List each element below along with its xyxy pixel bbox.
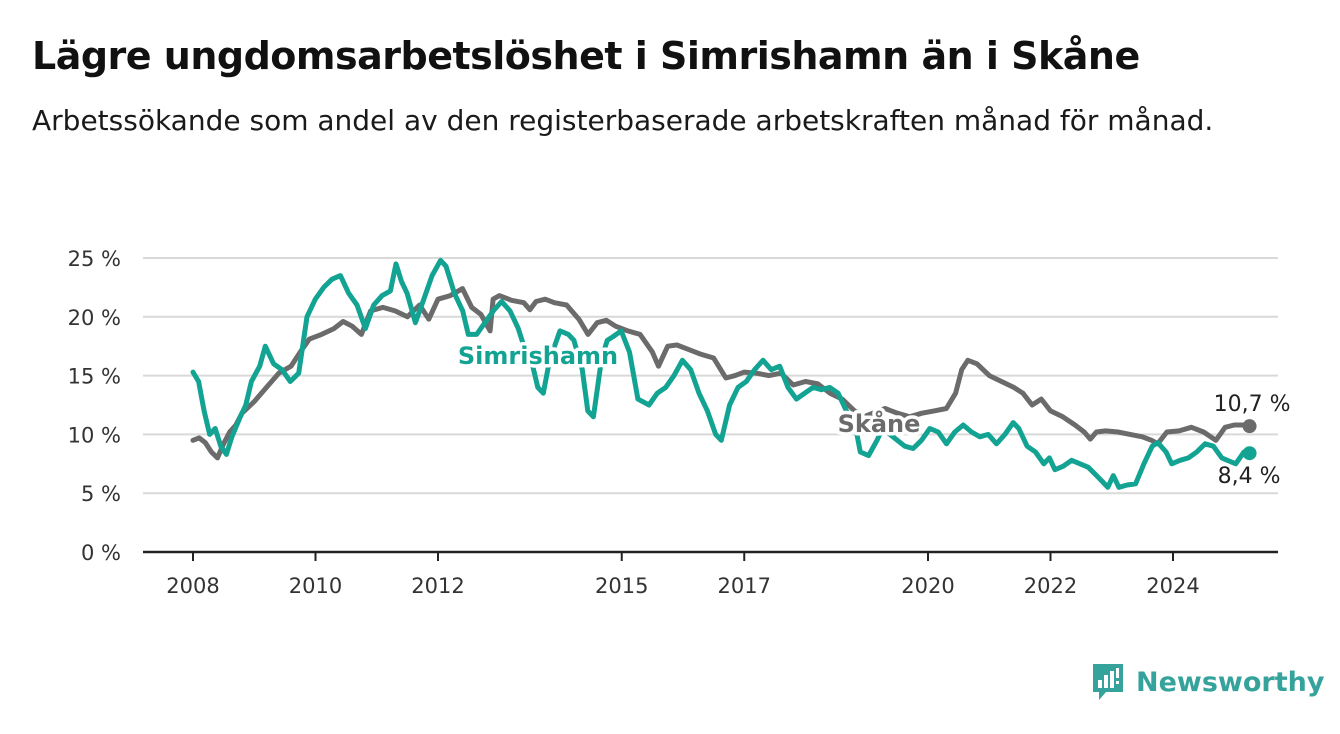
newsworthy-logo: Newsworthy <box>1090 660 1324 704</box>
chart-title: Lägre ungdomsarbetslöshet i Simrishamn ä… <box>32 34 1140 78</box>
y-tick-label: 5 % <box>81 482 121 506</box>
x-axis-ticks: 2008 2010 2012 2015 2017 2020 2022 2024 <box>166 552 1200 598</box>
y-tick-label: 25 % <box>68 247 121 271</box>
y-axis-ticks: 0 % 5 % 10 % 15 % 20 % 25 % <box>68 247 121 565</box>
x-tick-label: 2012 <box>411 574 464 598</box>
series-line-skane <box>190 286 1253 461</box>
chart-subtitle: Arbetssökande som andel av den registerb… <box>32 104 1214 137</box>
x-tick-label: 2022 <box>1024 574 1077 598</box>
x-tick-label: 2008 <box>166 574 219 598</box>
y-tick-label: 0 % <box>81 541 121 565</box>
x-tick-label: 2020 <box>901 574 954 598</box>
y-tick-label: 15 % <box>68 365 121 389</box>
y-tick-label: 20 % <box>68 306 121 330</box>
series-labels: Simrishamn Skåne 10,7 % 8,4 % <box>454 339 1294 493</box>
end-value-simrishamn: 8,4 % <box>1218 464 1281 489</box>
series-label-skane: Skåne <box>838 409 921 438</box>
grid-lines <box>143 257 1278 554</box>
x-tick-label: 2010 <box>289 574 342 598</box>
series-line-simrishamn <box>190 257 1253 490</box>
end-point-simrishamn <box>1242 446 1257 461</box>
y-tick-label: 10 % <box>68 423 121 447</box>
bar-chart-logo-icon <box>1093 664 1123 700</box>
logo-text: Newsworthy <box>1136 666 1325 698</box>
x-tick-label: 2017 <box>718 574 771 598</box>
x-tick-label: 2024 <box>1146 574 1199 598</box>
series-lines <box>190 257 1257 490</box>
end-point-skane <box>1242 419 1257 434</box>
series-label-simrishamn: Simrishamn <box>458 342 618 370</box>
end-value-skane: 10,7 % <box>1214 392 1291 417</box>
x-tick-label: 2015 <box>595 574 648 598</box>
